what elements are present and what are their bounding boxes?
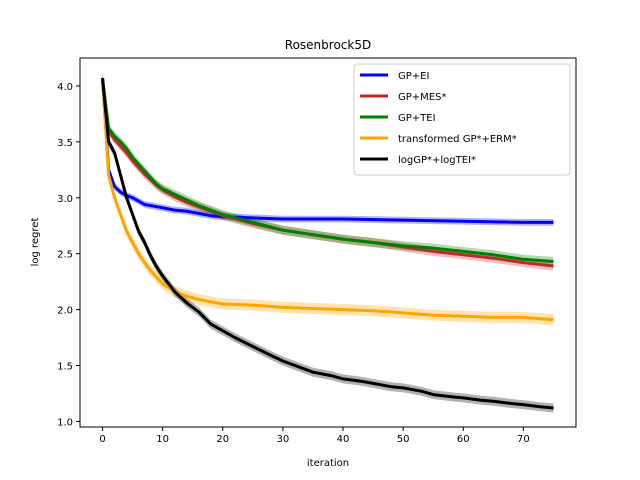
series-lines — [101, 77, 554, 410]
x-tick-label: 40 — [337, 434, 350, 445]
y-tick-label: 3.0 — [57, 194, 73, 205]
x-tick-label: 20 — [216, 434, 229, 445]
line-loggp-logtei — [101, 77, 554, 410]
legend-label-loggp-logtei: logGP*+logTEI* — [398, 155, 476, 166]
y-tick-label: 2.0 — [57, 306, 73, 317]
y-tick-label: 1.0 — [57, 417, 73, 428]
y-axis-label: log regret — [30, 218, 41, 267]
y-tick-label: 2.5 — [57, 250, 73, 261]
legend-label-gp-ei: GP+EI — [398, 71, 429, 82]
x-tick-label: 50 — [397, 434, 410, 445]
legend-label-transformed-gp-erm: transformed GP*+ERM* — [398, 134, 517, 145]
y-tick-label: 3.5 — [57, 138, 73, 149]
x-tick-label: 70 — [517, 434, 530, 445]
line-gp-tei — [101, 77, 554, 263]
x-tick-label: 30 — [277, 434, 290, 445]
x-axis-label: iteration — [307, 458, 349, 469]
y-tick-label: 1.5 — [57, 362, 73, 373]
x-tick-label: 10 — [156, 434, 169, 445]
legend-label-gp-mes: GP+MES* — [398, 92, 446, 103]
x-axis: 0 10 20 30 40 50 60 70 — [99, 427, 530, 445]
legend: GP+EI GP+MES* GP+TEI transformed GP*+ERM* lo… — [353, 63, 571, 176]
legend-label-gp-tei: GP+TEI — [398, 113, 436, 124]
x-tick-label: 0 — [99, 434, 105, 445]
y-tick-label: 4.0 — [57, 82, 73, 93]
y-axis: 1.0 1.5 2.0 2.5 3.0 3.5 4.0 — [57, 82, 80, 428]
chart-title: Rosenbrock5D — [285, 38, 371, 52]
line-transformed-gp-erm — [101, 78, 554, 322]
plot-frame — [79, 57, 577, 428]
legend-box — [353, 63, 571, 176]
x-tick-label: 60 — [457, 434, 470, 445]
